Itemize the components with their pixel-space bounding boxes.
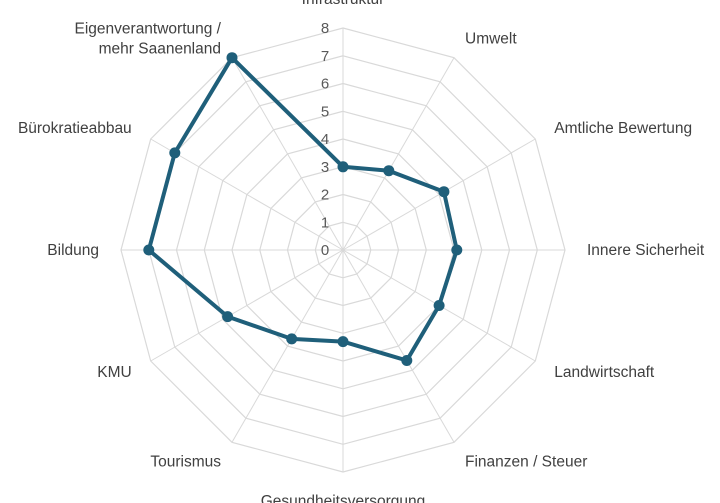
category-label-0: Infrastruktur xyxy=(302,0,385,8)
data-point-5 xyxy=(401,355,413,366)
tick-label-0: 0 xyxy=(321,242,329,259)
data-point-7 xyxy=(286,333,298,345)
tick-label-6: 6 xyxy=(321,76,329,93)
series-line-0 xyxy=(146,55,459,363)
category-label-1: Umwelt xyxy=(465,31,517,48)
spoke-1 xyxy=(342,57,455,251)
tick-label-1: 1 xyxy=(321,214,329,231)
spoke-8 xyxy=(150,249,344,362)
tick-label-7: 7 xyxy=(321,48,329,65)
category-label-6: Gesundheitsversorgung xyxy=(261,493,426,503)
data-point-3 xyxy=(451,244,463,256)
spoke-10 xyxy=(150,138,344,251)
tick-label-3: 3 xyxy=(321,159,329,176)
tick-label-4: 4 xyxy=(321,131,329,148)
category-label-9: Bildung xyxy=(47,242,99,259)
category-label-5: Finanzen / Steuer xyxy=(465,453,587,470)
data-point-6 xyxy=(337,336,349,348)
category-label-3: Innere Sicherheit xyxy=(587,242,705,259)
radial-tick-labels: 0 1 2 3 4 5 6 7 8 xyxy=(321,20,329,259)
radar-series xyxy=(143,52,463,366)
data-point-9 xyxy=(143,244,155,256)
data-point-8 xyxy=(222,311,234,323)
spoke-11 xyxy=(231,57,344,251)
tick-label-5: 5 xyxy=(321,103,329,120)
radar-spokes xyxy=(121,28,565,472)
data-point-1 xyxy=(383,165,395,177)
data-point-0 xyxy=(337,161,349,173)
spoke-5 xyxy=(342,249,455,443)
spoke-2 xyxy=(342,138,536,251)
category-label-10: Bürokratieabbau xyxy=(18,120,132,137)
category-label-4: Landwirtschaft xyxy=(554,364,655,381)
data-point-4 xyxy=(433,300,445,311)
data-point-2 xyxy=(438,186,450,198)
tick-label-8: 8 xyxy=(321,20,329,37)
spoke-7 xyxy=(231,249,344,443)
category-label-8: KMU xyxy=(97,364,131,381)
tick-label-2: 2 xyxy=(321,187,329,204)
category-label-11: Eigenverantwortung / mehr Saanenland xyxy=(75,21,222,58)
data-point-10 xyxy=(169,147,181,159)
category-label-2: Amtliche Bewertung xyxy=(554,120,692,137)
category-labels: Infrastruktur Umwelt Amtliche Bewertung Inn… xyxy=(18,0,705,503)
data-point-11 xyxy=(226,52,238,64)
category-label-7: Tourismus xyxy=(150,453,221,470)
